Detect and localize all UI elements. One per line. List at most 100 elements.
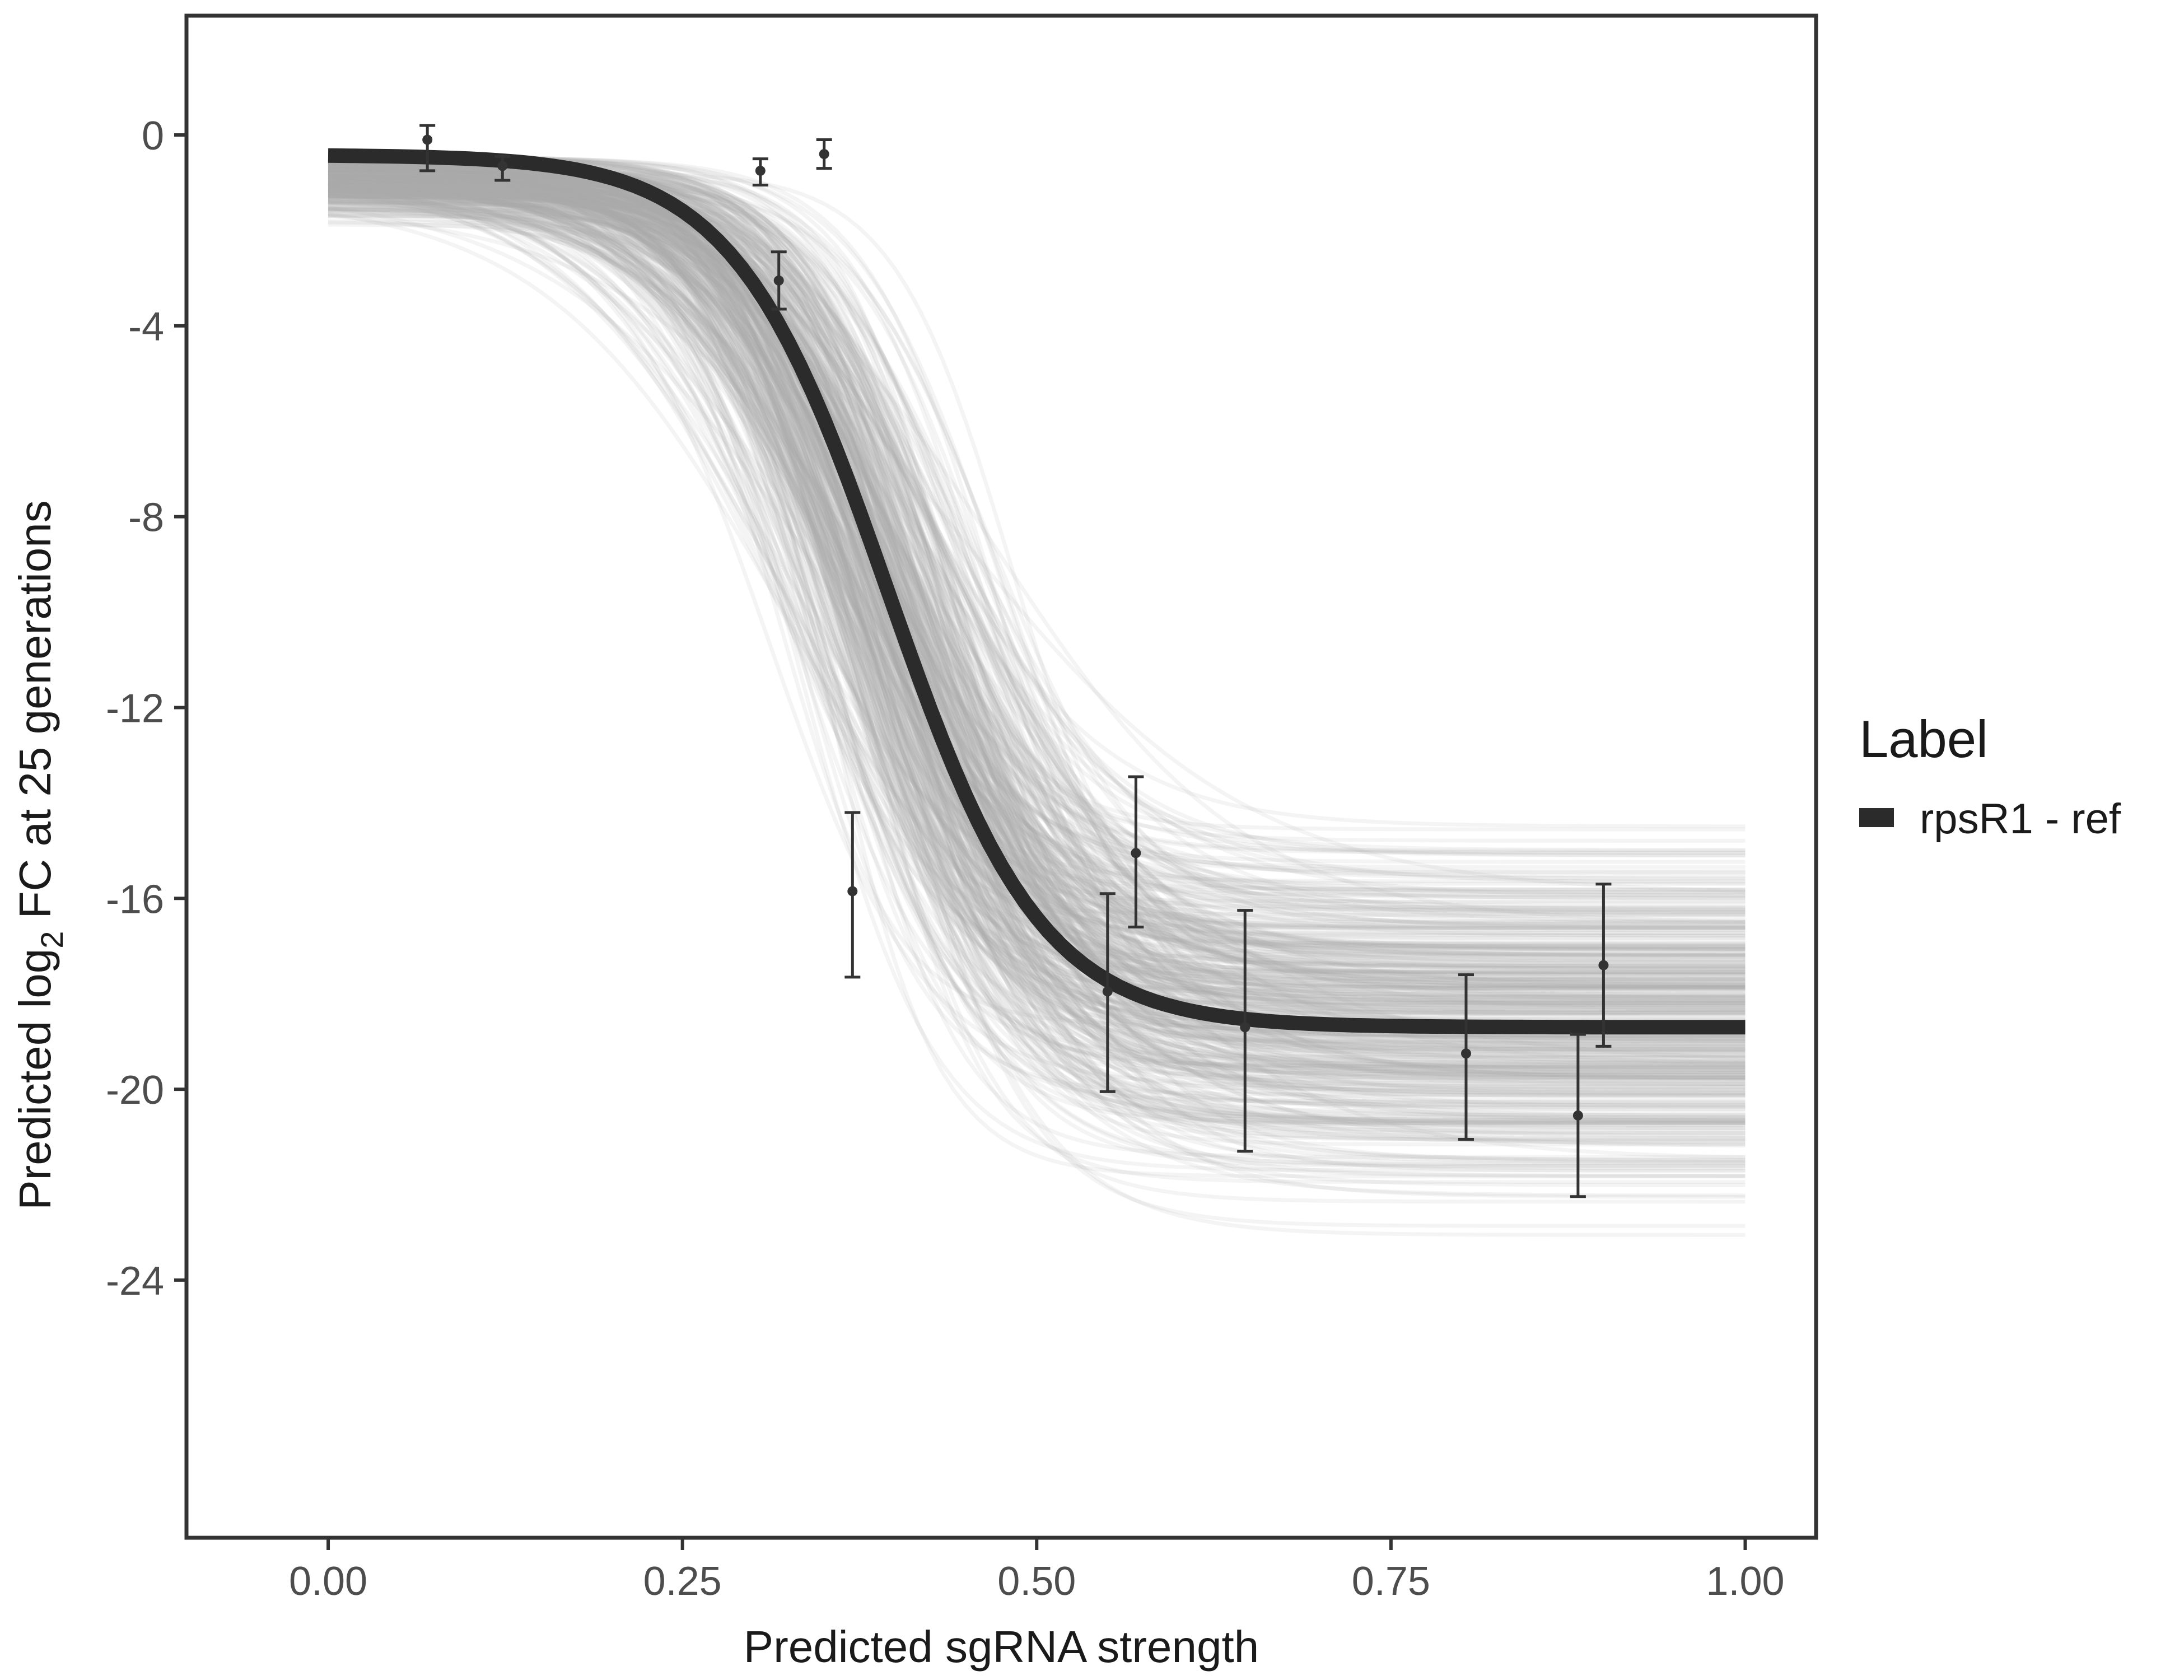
posterior-curve xyxy=(328,194,1746,1082)
posterior-curve xyxy=(328,165,1746,1052)
posterior-curve xyxy=(328,180,1746,965)
posterior-curve xyxy=(328,171,1746,1002)
posterior-curve xyxy=(328,166,1746,1114)
posterior-curve xyxy=(328,180,1746,1040)
posterior-curve xyxy=(328,203,1746,951)
posterior-curve xyxy=(328,168,1746,990)
posterior-curve xyxy=(328,179,1746,952)
posterior-curve xyxy=(328,156,1746,1126)
posterior-curve xyxy=(328,201,1746,993)
posterior-curve xyxy=(328,195,1746,1162)
posterior-curve xyxy=(328,194,1746,1072)
posterior-curve xyxy=(328,171,1746,1072)
data-point xyxy=(494,155,511,182)
posterior-curve xyxy=(328,165,1746,1018)
y-axis-title-part-1: Predicted log xyxy=(10,949,60,1210)
main-fit-curve xyxy=(328,148,1746,1035)
posterior-curve xyxy=(328,179,1746,1138)
posterior-curve xyxy=(328,199,1746,976)
posterior-curve xyxy=(328,165,1746,1118)
posterior-curve xyxy=(328,167,1746,925)
posterior-curve xyxy=(328,170,1746,912)
posterior-curve xyxy=(328,199,1746,1170)
posterior-curve xyxy=(328,209,1746,1047)
posterior-curve xyxy=(328,180,1746,1125)
posterior-curve xyxy=(328,197,1746,937)
posterior-curve xyxy=(328,190,1746,1067)
posterior-curve xyxy=(328,177,1746,931)
posterior-curve xyxy=(328,176,1746,977)
posterior-curve xyxy=(328,189,1746,1121)
posterior-curve xyxy=(328,166,1746,998)
posterior-curve xyxy=(328,172,1746,988)
posterior-curve xyxy=(328,162,1746,1012)
posterior-curve xyxy=(328,183,1746,981)
posterior-curve xyxy=(328,181,1746,1109)
posterior-curve xyxy=(328,161,1746,1065)
posterior-curve xyxy=(328,162,1746,959)
posterior-curve xyxy=(328,175,1746,1088)
posterior-curve xyxy=(328,169,1746,1228)
posterior-curve xyxy=(328,172,1746,972)
posterior-curve xyxy=(328,174,1746,957)
data-point xyxy=(1237,909,1253,1153)
posterior-curve xyxy=(328,175,1746,1080)
posterior-curve xyxy=(328,194,1746,930)
posterior-curve xyxy=(328,219,1746,1070)
posterior-curve xyxy=(328,185,1746,987)
posterior-curve xyxy=(328,164,1746,1104)
posterior-curve xyxy=(328,161,1746,1108)
posterior-curve xyxy=(328,163,1746,928)
posterior-curve xyxy=(328,183,1746,1092)
posterior-curve xyxy=(328,194,1746,1147)
point-marker xyxy=(847,886,858,897)
legend-title: Label xyxy=(1859,710,1988,768)
posterior-curve xyxy=(328,186,1746,886)
point-marker xyxy=(422,134,433,145)
posterior-curve xyxy=(328,174,1746,1204)
posterior-curve xyxy=(328,159,1746,1000)
posterior-curve xyxy=(328,206,1746,1000)
posterior-curve xyxy=(328,158,1746,1044)
posterior-curve xyxy=(328,155,1746,940)
posterior-curve xyxy=(328,161,1746,1068)
posterior-curve xyxy=(328,169,1746,958)
posterior-curve xyxy=(328,168,1746,904)
posterior-curve xyxy=(328,174,1746,829)
posterior-curve xyxy=(328,167,1746,864)
posterior-curve xyxy=(328,170,1746,927)
posterior-curve xyxy=(328,194,1746,1146)
posterior-curve xyxy=(328,191,1746,843)
posterior-curve xyxy=(328,161,1746,989)
posterior-curve xyxy=(328,186,1746,975)
y-tick-label: -8 xyxy=(128,496,164,540)
posterior-curve xyxy=(328,164,1746,952)
posterior-curve xyxy=(328,178,1746,958)
posterior-curve xyxy=(328,175,1746,1092)
posterior-curve xyxy=(328,180,1746,1095)
posterior-curve xyxy=(328,167,1746,1130)
posterior-curve xyxy=(328,188,1746,1160)
posterior-curve xyxy=(328,177,1746,1045)
posterior-curve xyxy=(328,171,1746,1005)
posterior-curve xyxy=(328,187,1746,1021)
posterior-curve xyxy=(328,156,1746,1164)
posterior-curve xyxy=(328,174,1746,1003)
posterior-curve xyxy=(328,200,1746,885)
posterior-curve xyxy=(328,179,1746,962)
posterior-curve xyxy=(328,181,1746,950)
y-axis-title-subscript: 2 xyxy=(34,931,69,949)
posterior-curve xyxy=(328,175,1746,990)
posterior-curve xyxy=(328,157,1746,1012)
posterior-curve xyxy=(328,196,1746,900)
posterior-curve xyxy=(328,156,1746,1076)
posterior-curve xyxy=(328,210,1746,1107)
point-marker xyxy=(1102,986,1113,997)
posterior-curve xyxy=(328,171,1746,1038)
posterior-curve xyxy=(328,158,1746,997)
posterior-curve xyxy=(328,174,1746,1049)
posterior-curve xyxy=(328,162,1746,874)
posterior-curve xyxy=(328,183,1746,1015)
posterior-curve xyxy=(328,188,1746,997)
posterior-curve xyxy=(328,165,1746,1065)
